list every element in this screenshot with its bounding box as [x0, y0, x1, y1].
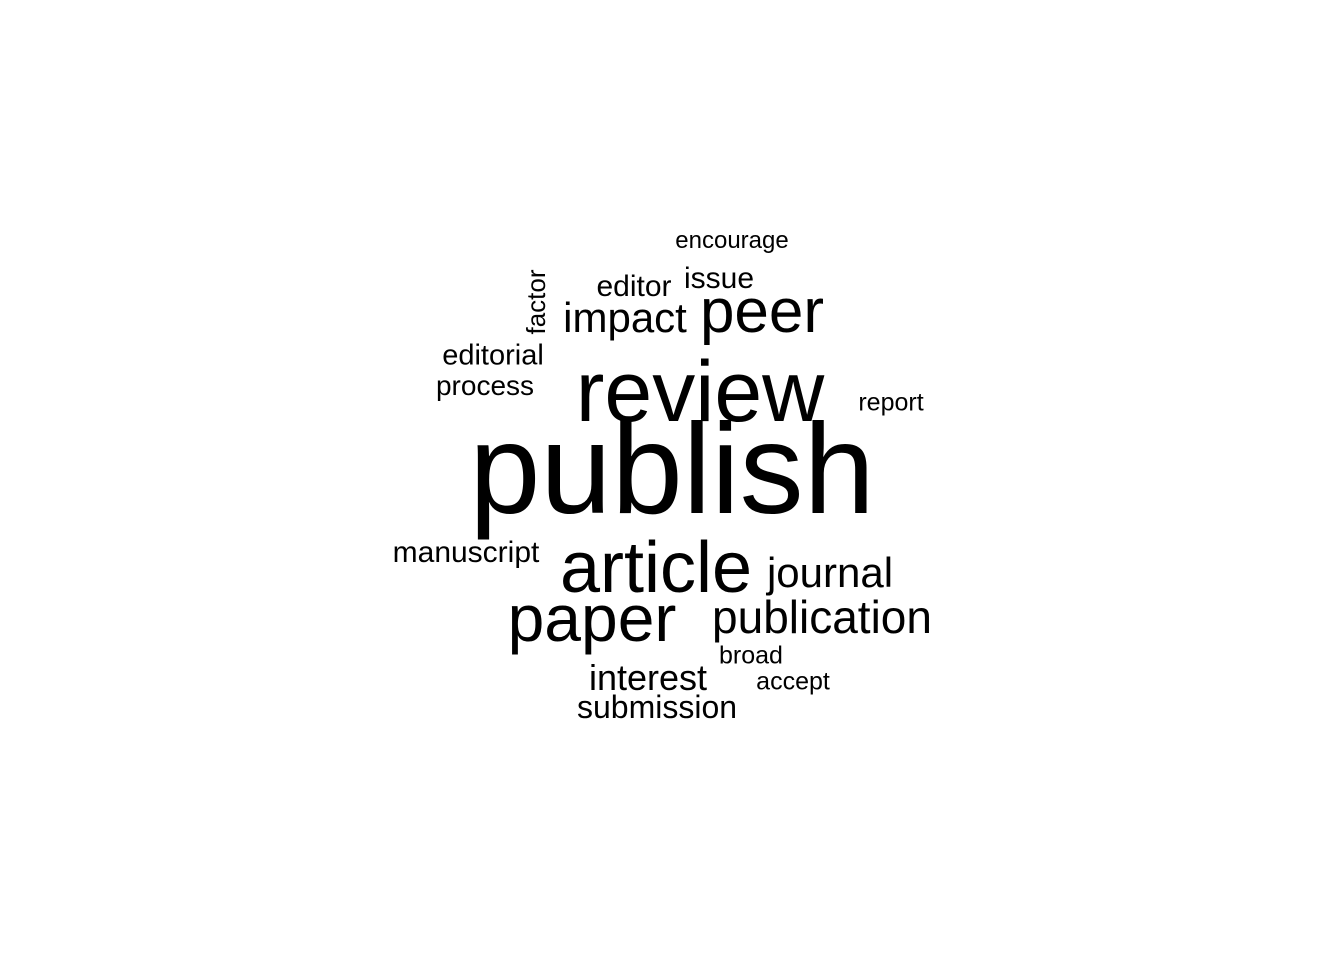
word-submission: submission	[576, 689, 738, 725]
word-peer: peer	[699, 277, 825, 346]
word-report: report	[858, 388, 924, 417]
word-process: process	[435, 370, 535, 401]
word-impact: impact	[563, 294, 687, 341]
word-editor: editor	[596, 270, 672, 303]
word-publish: publish	[469, 398, 875, 541]
word-manuscript: manuscript	[392, 536, 540, 569]
word-review: review	[575, 344, 825, 440]
word-factor: factor	[521, 269, 551, 335]
word-encourage: encourage	[675, 227, 789, 254]
word-publication: publication	[712, 591, 932, 643]
word-broad: broad	[719, 641, 783, 670]
word-journal: journal	[766, 549, 894, 596]
word-issue: issue	[683, 262, 755, 295]
word-accept: accept	[756, 667, 830, 696]
word-paper: paper	[507, 581, 677, 655]
word-article: article	[559, 528, 753, 608]
word-interest: interest	[588, 657, 708, 698]
word-editorial: editorial	[442, 339, 544, 372]
